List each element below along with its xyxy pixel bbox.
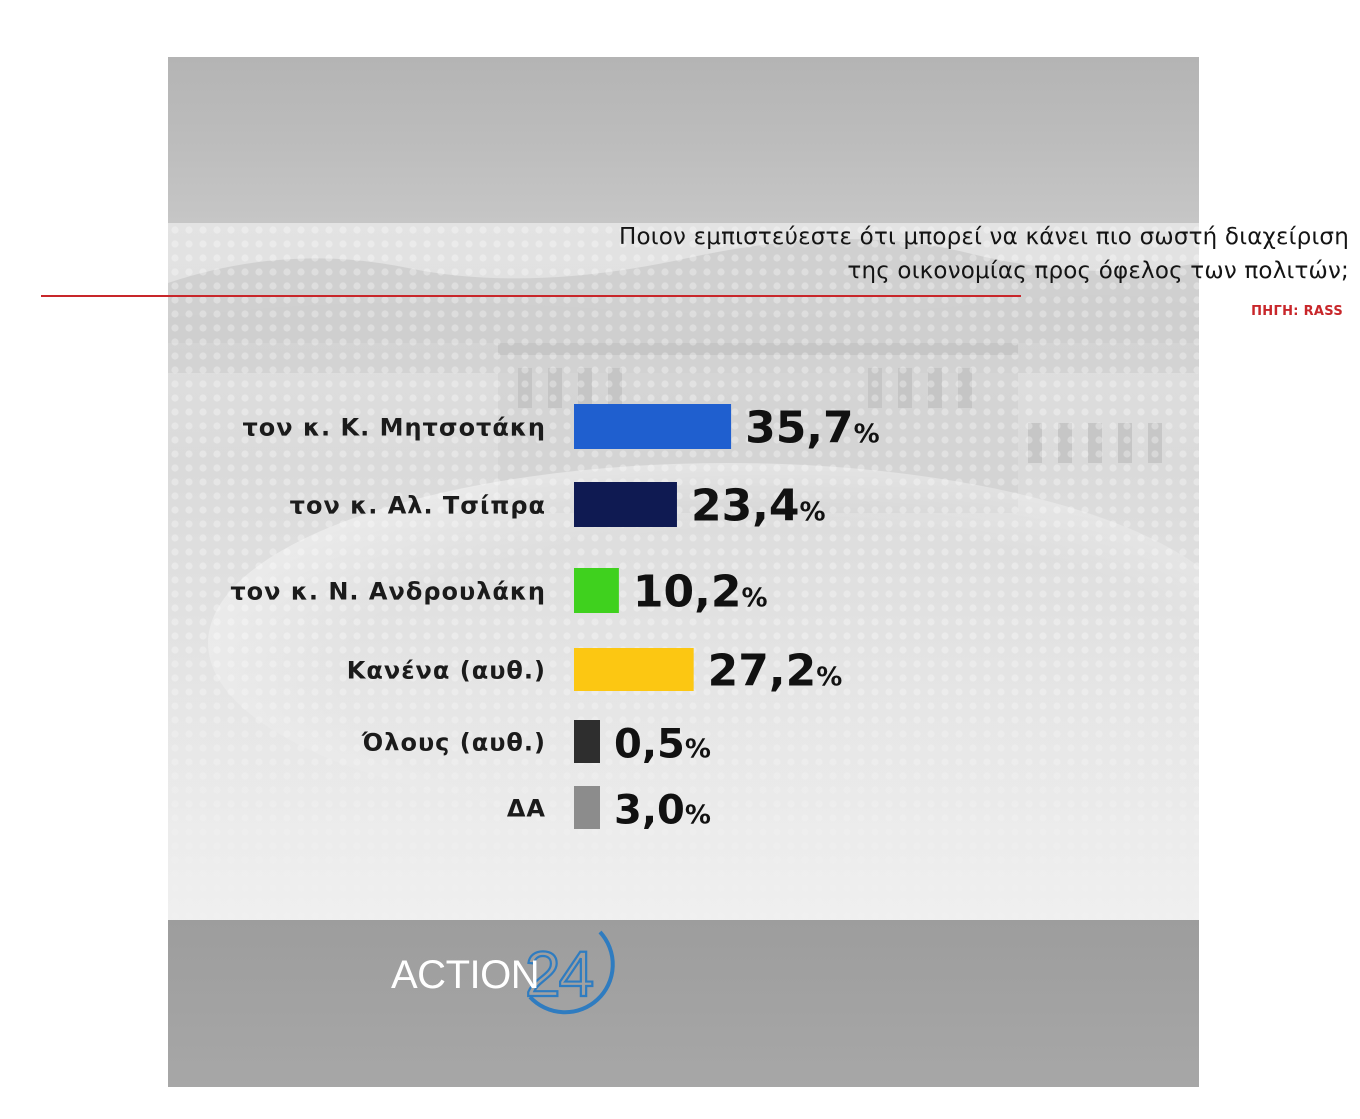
category-label: τον κ. Κ. Μητσοτάκη [242, 414, 546, 442]
value-label: 0,5% [614, 722, 711, 768]
value-label: 27,2% [708, 646, 843, 697]
logo-number: 24 [525, 938, 593, 1010]
source-label: ΠΗΓΗ: RASS [1251, 304, 1343, 319]
category-label: Κανένα (αυθ.) [347, 657, 546, 685]
action24-logo: 24 ACTION [380, 912, 660, 1017]
bar [574, 720, 600, 763]
category-label: τον κ. Αλ. Τσίπρα [290, 492, 546, 520]
category-label: Όλους (αυθ.) [361, 729, 546, 757]
top-band [168, 57, 1199, 223]
logo-swoosh [528, 930, 615, 1015]
title-divider [41, 295, 1021, 297]
bottom-band [168, 920, 1199, 1087]
bar [574, 648, 694, 691]
bar [574, 404, 732, 449]
bar [574, 786, 600, 829]
value-label: 23,4% [691, 481, 826, 532]
logo-word: ACTION [391, 953, 540, 997]
value-label: 10,2% [633, 567, 768, 618]
value-label: 35,7% [745, 403, 880, 454]
bar [574, 482, 677, 527]
poll-card [168, 57, 1199, 1087]
poll-question-line-1: Ποιον εμπιστεύεστε ότι μπορεί να κάνει π… [619, 224, 1349, 250]
chart-panel [168, 223, 1199, 920]
value-label: 3,0% [614, 788, 711, 834]
action24-logo-mark: 24 [524, 930, 615, 1015]
category-label: ΔΑ [507, 795, 546, 823]
category-label: τον κ. Ν. Ανδρουλάκη [230, 578, 546, 606]
bar [574, 568, 619, 613]
poll-question: Ποιον εμπιστεύεστε ότι μπορεί να κάνει π… [449, 220, 1349, 288]
poll-question-line-2: της οικονομίας προς όφελος των πολιτών; [847, 258, 1349, 284]
